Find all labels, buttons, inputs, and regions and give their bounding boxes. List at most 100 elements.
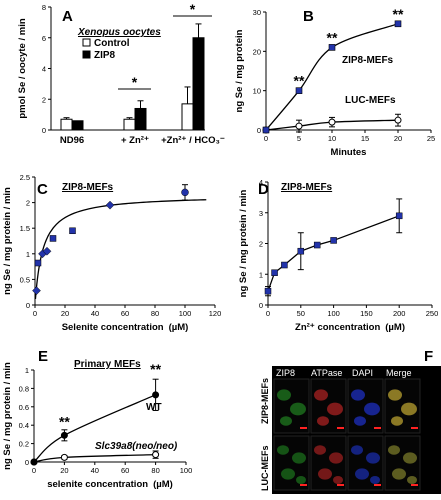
E-y-tick-label: 0.6: [19, 403, 29, 412]
F-cell-shape: [401, 402, 417, 416]
C-y-axis-label: ng Se / mg protein / min: [2, 187, 13, 295]
E-x-axis-label: selenite concentration (µM): [47, 479, 173, 490]
F-scale-bar: [337, 484, 344, 486]
C-x-tick-label: 0: [33, 309, 37, 318]
F-cell-shape: [318, 468, 332, 480]
E-wt-point: [152, 391, 160, 399]
A-y-tick-label: 4: [42, 65, 46, 74]
C-y-tick-label: 2: [26, 199, 30, 208]
B-y-tick-label: 10: [253, 87, 261, 96]
D-x-axis-label: Zn²⁺ concentration (µM): [295, 322, 405, 333]
F-cell-shape: [277, 389, 291, 401]
D-data-point: [313, 241, 321, 249]
F-cell-shape: [314, 445, 326, 455]
F-cell-shape: [327, 402, 343, 416]
D-data-point: [271, 269, 278, 276]
F-cell-shape: [388, 389, 402, 401]
F-cell-shape: [351, 389, 365, 401]
D-y-tick-label: 3: [259, 209, 263, 218]
A-category-label: ND96: [60, 135, 84, 146]
F-cell-shape: [407, 476, 417, 484]
F-scale-bar: [374, 484, 381, 486]
D-x-tick-label: 250: [426, 309, 439, 318]
B-significance-star: **: [393, 6, 404, 22]
B-x-tick-label: 25: [427, 134, 435, 143]
D-x-tick-label: 200: [393, 309, 406, 318]
C-y-tick-label: 0.5: [20, 275, 30, 284]
B-x-tick-label: 15: [361, 134, 369, 143]
B-luc-point: [295, 122, 303, 130]
C-data-point: [49, 235, 57, 242]
F-scale-bar: [411, 484, 418, 486]
D-y-tick-label: 4: [259, 178, 263, 187]
B-x-tick-label: 0: [264, 134, 268, 143]
B-y-tick-label: 0: [257, 126, 261, 135]
F-cell-shape: [333, 476, 343, 484]
panel-f-col-merge: Merge: [386, 368, 412, 378]
C-data-point: [34, 259, 42, 267]
F-scale-bar: [374, 427, 381, 429]
B-zip8-point: [328, 44, 336, 51]
D-data-point: [281, 261, 288, 269]
B-x-tick-label: 10: [328, 134, 336, 143]
C-y-tick-label: 0: [26, 301, 30, 310]
B-luc-point: [328, 118, 336, 126]
B-significance-star: **: [327, 29, 338, 45]
B-luc-line: [265, 119, 399, 131]
F-cell-shape: [280, 416, 292, 426]
E-x-tick-label: 0: [32, 466, 36, 475]
B-y-axis-label: ng Se / mg protein: [234, 29, 245, 112]
D-y-tick-label: 0: [259, 301, 263, 310]
E-wt-point: [60, 431, 68, 439]
E-x-tick-label: 80: [151, 466, 159, 475]
panel-e-title: Primary MEFs: [74, 359, 141, 370]
D-x-tick-label: 100: [327, 309, 340, 318]
E-significance-star: **: [59, 413, 70, 429]
F-cell-shape: [351, 445, 363, 455]
A-category-label: + Zn²⁺: [121, 135, 149, 146]
C-x-tick-label: 40: [91, 309, 99, 318]
E-ko-point: [60, 453, 68, 461]
panel-f-col-atpase: ATPase: [311, 368, 342, 378]
panel-c-title: ZIP8-MEFs: [62, 182, 114, 193]
C-x-axis-label: Selenite concentration (µM): [62, 322, 189, 333]
panel-d-label: D: [258, 181, 269, 198]
F-scale-bar: [300, 427, 307, 429]
F-scale-bar: [337, 427, 344, 429]
C-x-tick-label: 100: [179, 309, 192, 318]
B-x-tick-label: 20: [394, 134, 402, 143]
D-y-tick-label: 2: [259, 240, 263, 249]
C-data-point: [69, 227, 76, 235]
F-cell-shape: [355, 468, 369, 480]
panel-e-wt-label: WT: [146, 402, 162, 413]
panel-b-zip8-label: ZIP8-MEFs: [342, 55, 394, 66]
B-significance-star: **: [294, 73, 305, 89]
panel-e-label: E: [38, 348, 48, 365]
B-zip8-line: [265, 23, 399, 131]
F-cell-shape: [364, 402, 380, 416]
F-scale-bar: [411, 427, 418, 429]
D-x-tick-label: 0: [266, 309, 270, 318]
B-zip8-point: [295, 87, 303, 94]
A-category-label: +Zn²⁺ / HCO₃⁻: [161, 135, 225, 146]
C-data-point: [105, 200, 115, 210]
panel-b-luc-label: LUC-MEFs: [345, 95, 396, 106]
A-y-tick-label: 2: [42, 95, 46, 104]
F-cell-shape: [392, 468, 406, 480]
panel-d-title: ZIP8-MEFs: [281, 182, 333, 193]
E-ko-point: [152, 451, 160, 459]
panel-f-col-dapi: DAPI: [352, 368, 373, 378]
C-y-tick-label: 1: [26, 250, 30, 259]
F-cell-shape: [388, 445, 400, 455]
A-legend-control: Control: [94, 38, 130, 49]
D-data-point: [297, 247, 305, 255]
C-x-tick-label: 20: [61, 309, 69, 318]
E-y-tick-label: 0.2: [19, 440, 29, 449]
E-significance-star: **: [150, 361, 161, 377]
E-y-tick-label: 0.4: [19, 421, 29, 430]
panel-f-label: F: [424, 348, 433, 365]
F-cell-shape: [281, 468, 295, 480]
panel-c-label: C: [37, 181, 48, 198]
E-y-tick-label: 1: [25, 366, 29, 375]
C-x-tick-label: 60: [121, 309, 129, 318]
